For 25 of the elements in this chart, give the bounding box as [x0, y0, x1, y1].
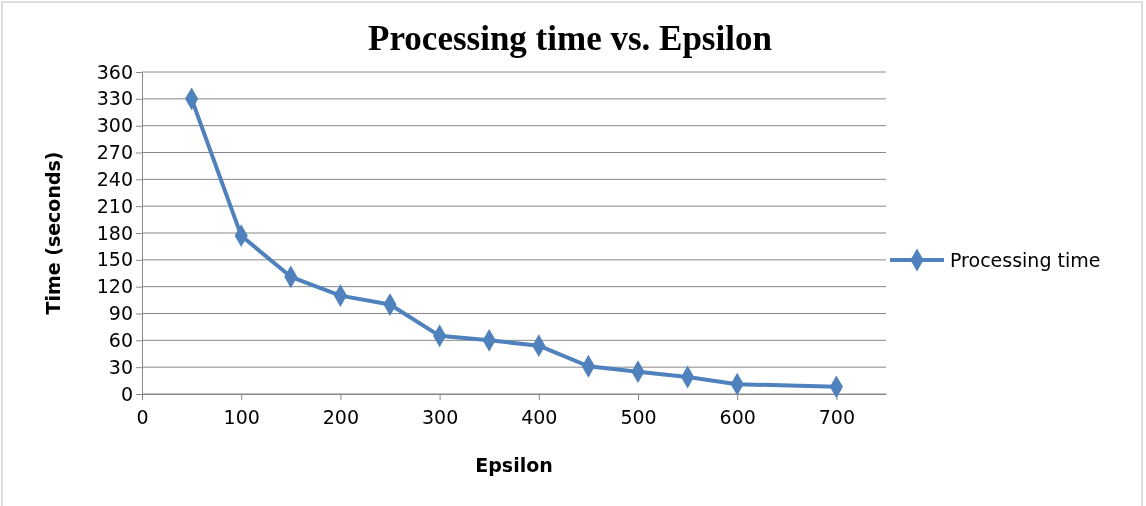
chart-title: Processing time vs. Epsilon — [368, 19, 772, 58]
y-tick-label: 120 — [96, 275, 133, 298]
y-tick-label: 60 — [108, 328, 133, 351]
x-tick-label: 500 — [620, 405, 657, 428]
y-axis-title: Time (seconds) — [42, 151, 64, 315]
y-tick-label: 300 — [96, 114, 133, 137]
y-tick-label: 180 — [96, 221, 133, 244]
x-axis-title: Epsilon — [475, 454, 553, 476]
y-tick-label: 360 — [96, 60, 133, 83]
x-tick-label: 100 — [223, 405, 260, 428]
x-tick-label: 600 — [719, 405, 756, 428]
y-tick-label: 240 — [96, 167, 133, 190]
x-tick-label: 300 — [421, 405, 459, 428]
legend-label: Processing time — [950, 248, 1101, 271]
y-tick-label: 330 — [96, 87, 133, 110]
y-tick-label: 210 — [96, 194, 133, 217]
y-tick-label: 0 — [120, 382, 133, 405]
y-tick-label: 30 — [108, 355, 133, 378]
y-tick-label: 90 — [108, 302, 133, 325]
x-tick-label: 700 — [818, 405, 856, 428]
x-tick-label: 400 — [521, 405, 558, 428]
y-tick-label: 150 — [96, 248, 133, 271]
x-tick-label: 200 — [322, 405, 360, 428]
x-tick-label: 0 — [136, 405, 149, 428]
y-tick-label: 270 — [96, 141, 133, 164]
